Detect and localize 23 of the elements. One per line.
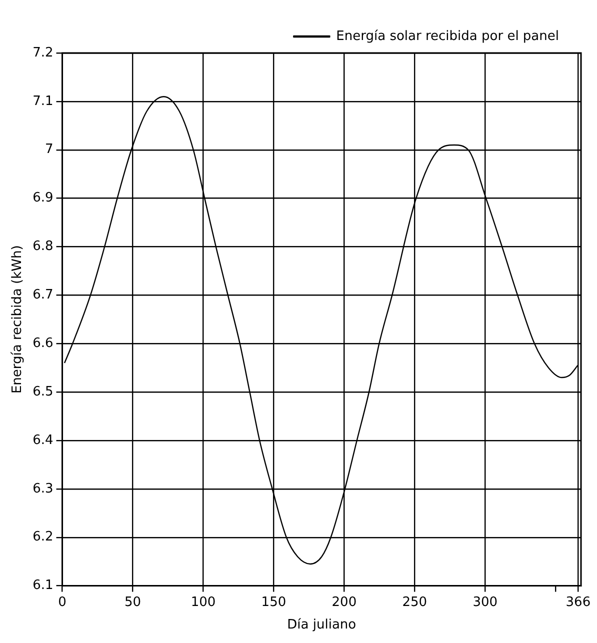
y-tick-label: 6.3: [32, 481, 54, 496]
y-tick-label: 6.4: [32, 432, 54, 448]
x-axis-title: Día juliano: [287, 618, 356, 633]
x-tick-label: 100: [190, 594, 216, 610]
y-tick-label: 6.5: [32, 384, 54, 400]
x-tick-label: 250: [402, 594, 428, 610]
x-tick-label: 200: [332, 594, 357, 610]
y-tick-label: 6.7: [32, 288, 54, 303]
y-axis-title: Energía recibida (kWh): [10, 245, 26, 394]
x-tick-label: 366: [566, 594, 591, 610]
y-tick-label: 6.1: [32, 578, 54, 594]
x-tick-label: 300: [472, 594, 498, 610]
x-tick-label: 0: [58, 594, 66, 610]
y-tick-label: 6.2: [32, 530, 54, 545]
y-tick-label: 7: [44, 142, 54, 158]
y-tick-label: 7.1: [32, 94, 54, 109]
y-tick-label: 7.2: [32, 45, 54, 60]
x-tick-label: 150: [261, 594, 286, 610]
y-tick-label: 6.6: [32, 336, 54, 351]
x-tick-label: 50: [124, 594, 142, 610]
y-tick-label: 6.8: [32, 239, 54, 254]
legend-label: Energía solar recibida por el panel: [336, 28, 560, 44]
y-tick-label: 6.9: [32, 190, 54, 206]
